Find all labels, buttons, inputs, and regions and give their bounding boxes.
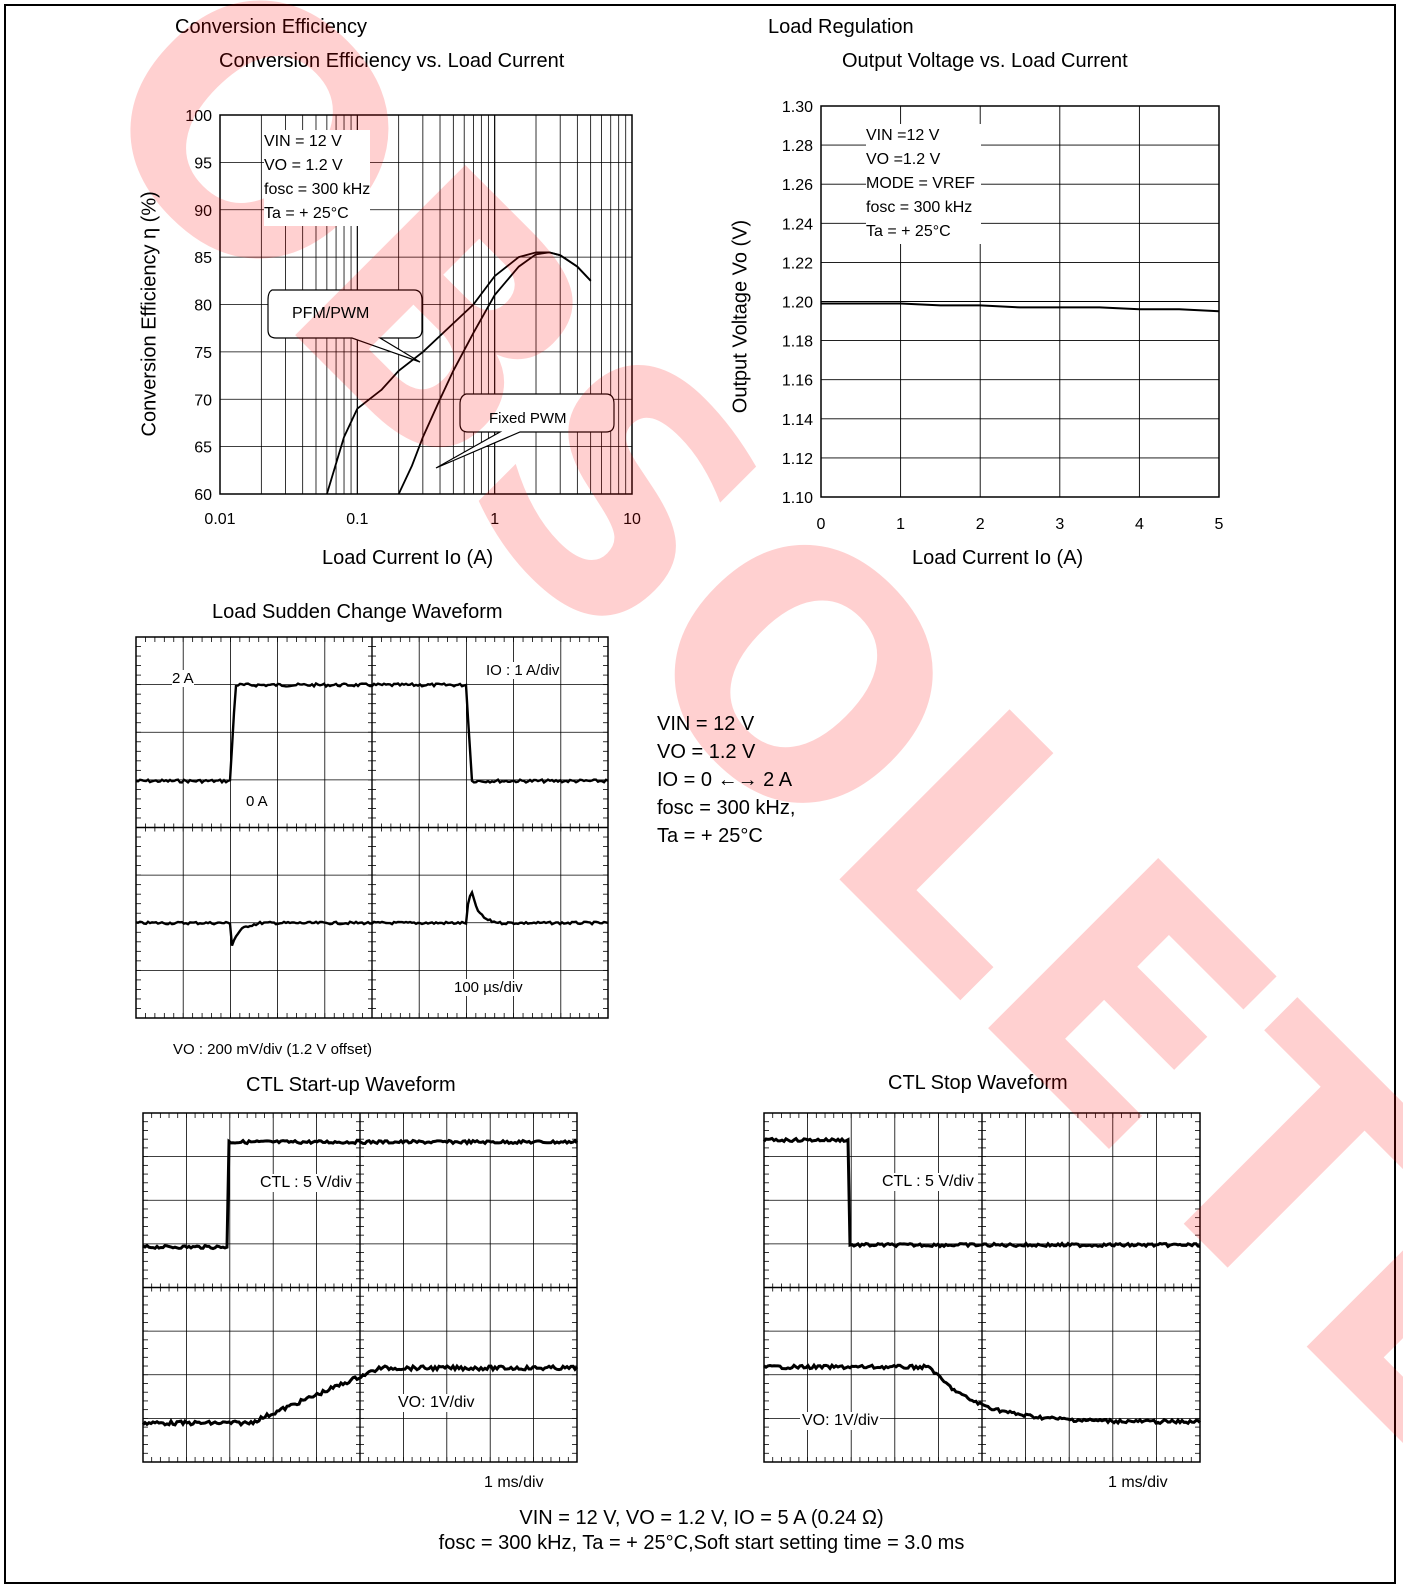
load-level-high: 2 A (172, 670, 194, 687)
startup-vo-label: VO: 1V/div (396, 1394, 477, 1412)
eff-xtick-label: 0.1 (346, 511, 368, 528)
reg-cond-4: Ta = + 25°C (866, 223, 951, 240)
startup-ctl-trace (142, 1138, 579, 1251)
stop-time-scale: 1 ms/div (1108, 1474, 1168, 1491)
section-title-regulation: Load Regulation (768, 16, 914, 38)
load-conditions: VIN = 12 V VO = 1.2 V IO = 0 ←→ 2 A fosc… (657, 710, 795, 850)
eff-cond-0: VIN = 12 V (264, 133, 342, 150)
startup-ctl-label: CTL : 5 V/div (258, 1174, 354, 1192)
load-change-scope (135, 636, 609, 1019)
reg-xtick-label: 1 (896, 516, 905, 533)
eff-ytick-label: 85 (194, 250, 212, 267)
reg-ylabel: Output Voltage Vo (V) (729, 219, 752, 414)
section-title-efficiency: Conversion Efficiency (175, 16, 367, 38)
stop-vo-trace (763, 1362, 1202, 1426)
eff-xtick-label: 0.01 (204, 511, 235, 528)
load-level-low: 0 A (246, 793, 268, 810)
stop-vo-label: VO: 1V/div (800, 1412, 881, 1430)
eff-ytick-label: 80 (194, 298, 212, 315)
reg-ytick-label: 1.12 (782, 451, 813, 468)
reg-xtick-label: 0 (817, 516, 826, 533)
load-cond-1: VO = 1.2 V (657, 741, 756, 763)
eff-cond-1: VO = 1.2 V (264, 157, 343, 174)
startup-scope (141, 1112, 579, 1463)
reg-cond-3: fosc = 300 kHz (866, 199, 973, 216)
reg-ytick-label: 1.10 (782, 490, 813, 507)
reg-series-line-0 (821, 302, 1220, 313)
eff-ytick-label: 70 (194, 392, 212, 409)
eff-series-line-1 (397, 251, 592, 495)
eff-ytick-label: 100 (185, 108, 212, 125)
eff-ytick-label: 65 (194, 440, 212, 457)
footer-line-2: fosc = 300 kHz, Ta = + 25°C,Soft start s… (438, 1532, 965, 1554)
eff-ytick-label: 95 (194, 155, 212, 172)
eff-ytick-label: 90 (194, 203, 212, 220)
reg-ytick-label: 1.28 (782, 138, 813, 155)
reg-ytick-label: 1.22 (782, 255, 813, 272)
eff-ytick-label: 60 (194, 487, 212, 504)
load-time-scale: 100 µs/div (454, 979, 523, 996)
efficiency-chart: 60 65 70 75 80 85 90 95 100 0.01 0.1 1 10 (185, 108, 641, 528)
eff-xtick-label: 10 (623, 511, 641, 528)
stop-ctl-trace (762, 1136, 1201, 1249)
chart-title-regulation: Output Voltage vs. Load Current (842, 50, 1128, 72)
callout-bubble-pfm (267, 289, 423, 363)
eff-ylabel: Conversion Efficiency η (%) (138, 191, 161, 437)
reg-cond-2: MODE = VREF (866, 175, 975, 192)
page-frame (4, 4, 1396, 1584)
callout-fixed-pwm: Fixed PWM (489, 410, 567, 427)
reg-xtick-label: 4 (1135, 516, 1144, 533)
reg-conditions: VIN =12 V VO =1.2 V MODE = VREF fosc = 3… (866, 124, 981, 244)
stop-scope (762, 1112, 1202, 1463)
regulation-chart: 0 1 2 3 4 5 1.10 1.12 1.14 1.16 1.18 1.20 1.22 1.24 1.… (782, 99, 1224, 533)
reg-ytick-label: 1.20 (782, 295, 813, 312)
reg-xlabel: Load Current Io (A) (912, 547, 1084, 569)
reg-cond-0: VIN =12 V (866, 127, 940, 144)
chart-title-startup: CTL Start-up Waveform (246, 1074, 456, 1096)
eff-cond-3: Ta = + 25°C (264, 205, 349, 222)
reg-xtick-label: 3 (1055, 516, 1064, 533)
startup-time-scale: 1 ms/div (484, 1474, 544, 1491)
eff-conditions: VIN = 12 V VO = 1.2 V fosc = 300 kHz Ta … (264, 130, 371, 226)
eff-ytick-label: 75 (194, 345, 212, 362)
load-cond-2: IO = 0 ←→ 2 A (657, 769, 793, 791)
eff-xtick-label: 1 (490, 511, 499, 528)
reg-ytick-label: 1.24 (782, 216, 813, 233)
reg-xtick-label: 2 (976, 516, 985, 533)
reg-ytick-label: 1.26 (782, 177, 813, 194)
eff-cond-2: fosc = 300 kHz (264, 181, 371, 198)
footer-line-1: VIN = 12 V, VO = 1.2 V, IO = 5 A (0.24 Ω… (519, 1507, 884, 1529)
reg-xtick-label: 5 (1215, 516, 1224, 533)
chart-title-stop: CTL Stop Waveform (888, 1072, 1068, 1094)
stop-ctl-label: CTL : 5 V/div (880, 1173, 976, 1191)
eff-xlabel: Load Current Io (A) (322, 547, 494, 569)
reg-ytick-label: 1.18 (782, 334, 813, 351)
load-current-scale: IO : 1 A/div (486, 662, 560, 679)
load-cond-0: VIN = 12 V (657, 713, 755, 735)
reg-ytick-label: 1.16 (782, 373, 813, 390)
reg-ytick-label: 1.14 (782, 412, 813, 429)
reg-ytick-label: 1.30 (782, 99, 813, 116)
load-current-trace (135, 681, 609, 785)
load-cond-4: Ta = + 25°C (657, 825, 763, 847)
load-vo-trace (135, 889, 609, 947)
load-vo-caption: VO : 200 mV/div (1.2 V offset) (173, 1041, 372, 1058)
callout-bubble-fixed (435, 393, 615, 469)
chart-title-load-change: Load Sudden Change Waveform (212, 601, 503, 623)
startup-vo-trace (141, 1363, 579, 1428)
callout-pfm-pwm: PFM/PWM (292, 305, 370, 322)
reg-cond-1: VO =1.2 V (866, 151, 941, 168)
chart-title-efficiency: Conversion Efficiency vs. Load Current (219, 50, 565, 72)
load-cond-3: fosc = 300 kHz, (657, 797, 796, 819)
